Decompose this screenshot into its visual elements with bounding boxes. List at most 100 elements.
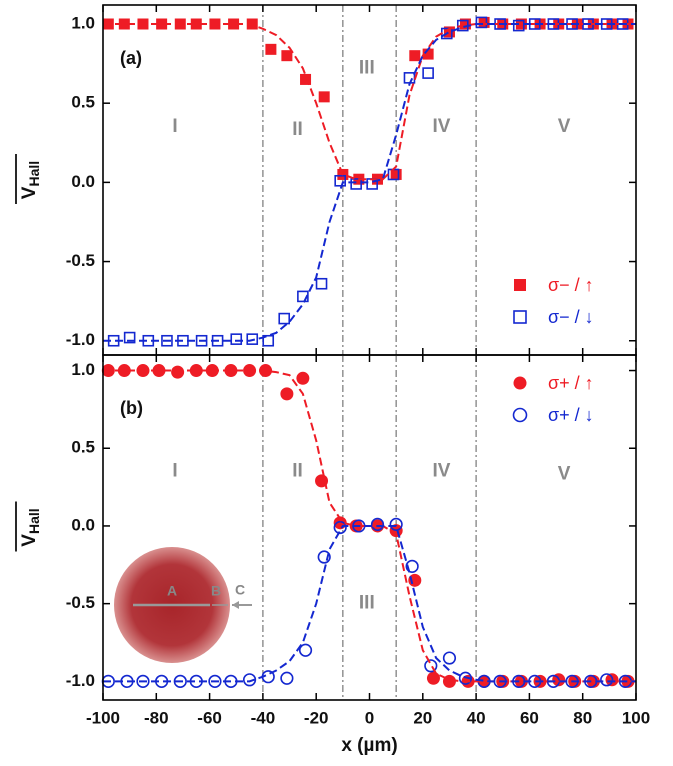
y-axis-label-text: VHall <box>19 161 42 199</box>
legend-label: σ− / ↑ <box>548 275 594 295</box>
region-label: III <box>359 57 375 78</box>
y-axis-label-sub: Hall <box>26 161 42 187</box>
y-tick-label: -0.5 <box>66 251 95 270</box>
data-point <box>405 559 419 573</box>
x-tick-label: -80 <box>144 708 169 727</box>
x-tick-label: -40 <box>251 708 276 727</box>
data-point <box>117 364 131 378</box>
data-point <box>621 674 635 688</box>
region-label: III <box>359 593 375 614</box>
inset-label: A <box>167 583 177 599</box>
data-point <box>118 18 130 30</box>
region-label: V <box>558 116 571 137</box>
y-axis-label: VHall <box>15 154 42 204</box>
region-label: II <box>292 119 303 140</box>
data-point <box>318 91 330 103</box>
y-axis-label: VHall <box>15 501 42 552</box>
data-point <box>600 673 614 687</box>
x-tick-label: 80 <box>573 708 592 727</box>
y-tick-label: 1.0 <box>71 13 95 32</box>
data-point <box>408 573 422 587</box>
legend-marker <box>512 407 528 423</box>
data-point <box>315 277 328 290</box>
data-point <box>161 334 173 347</box>
data-point <box>350 178 362 190</box>
legend-marker <box>513 310 527 324</box>
inset-arrowhead <box>232 601 239 609</box>
x-tick-label: 20 <box>413 708 432 727</box>
data-point <box>296 371 310 385</box>
panel-label: (b) <box>120 398 143 418</box>
x-tick-label: -20 <box>304 708 329 727</box>
fit-line <box>103 23 636 181</box>
y-tick-label: 0.5 <box>71 93 95 112</box>
data-point <box>242 673 257 687</box>
data-point <box>171 365 185 379</box>
data-point <box>208 674 222 688</box>
data-point <box>442 651 457 665</box>
y-axis-label-main: V <box>19 186 40 199</box>
legend-label: σ− / ↓ <box>548 307 594 327</box>
panel-label: (a) <box>120 48 142 68</box>
data-point <box>424 659 438 673</box>
data-point <box>475 16 488 29</box>
data-point <box>403 72 416 84</box>
data-point <box>426 671 440 685</box>
data-point <box>389 517 403 531</box>
data-point <box>586 674 600 688</box>
data-point <box>300 73 312 85</box>
data-point <box>136 674 150 688</box>
data-point <box>333 520 347 535</box>
y-tick-label: 1.0 <box>71 360 95 379</box>
data-point <box>190 18 202 30</box>
data-point <box>422 67 434 79</box>
data-point <box>265 43 277 55</box>
data-point <box>443 26 455 38</box>
y-tick-label: -1.0 <box>66 330 95 349</box>
y-axis-label-sub: Hall <box>26 508 42 534</box>
region-label: IV <box>432 116 450 137</box>
fit-line <box>103 23 636 342</box>
data-point <box>334 174 346 187</box>
legend-marker <box>513 376 527 390</box>
inset-label: B <box>211 583 221 599</box>
data-point <box>278 312 291 325</box>
legend-label: σ+ / ↓ <box>548 405 594 425</box>
data-point <box>280 671 294 685</box>
region-label: I <box>172 461 177 482</box>
data-point <box>280 387 294 401</box>
x-tick-label: 100 <box>622 708 650 727</box>
data-point <box>514 674 528 688</box>
data-point <box>173 674 187 688</box>
region-label: V <box>558 464 571 485</box>
y-tick-label: 0.5 <box>71 438 95 457</box>
y-tick-label: -0.5 <box>66 593 95 612</box>
x-tick-label: 40 <box>467 708 486 727</box>
y-axis-label-text: VHall <box>19 508 42 546</box>
data-point <box>370 517 385 531</box>
data-point <box>422 48 434 60</box>
y-axis-label-main: V <box>19 534 40 547</box>
region-label: I <box>172 116 177 137</box>
legend-marker <box>514 279 526 291</box>
data-point <box>512 19 525 32</box>
data-point <box>459 18 471 30</box>
data-point <box>123 331 136 344</box>
data-point <box>298 643 313 657</box>
data-point <box>246 333 259 345</box>
y-tick-label: 0.0 <box>71 172 95 191</box>
plot-frame <box>102 354 637 701</box>
data-point <box>477 674 491 688</box>
data-point <box>390 168 402 180</box>
y-tick-label: -1.0 <box>66 671 95 690</box>
x-axis-label: x (µm) <box>341 735 397 756</box>
data-point <box>230 333 243 345</box>
data-point <box>409 50 421 62</box>
region-label: II <box>292 461 303 482</box>
data-point <box>262 334 275 347</box>
inset-label: C <box>235 582 245 598</box>
data-point <box>281 50 293 62</box>
x-tick-label: 0 <box>365 708 374 727</box>
data-point <box>189 364 203 378</box>
